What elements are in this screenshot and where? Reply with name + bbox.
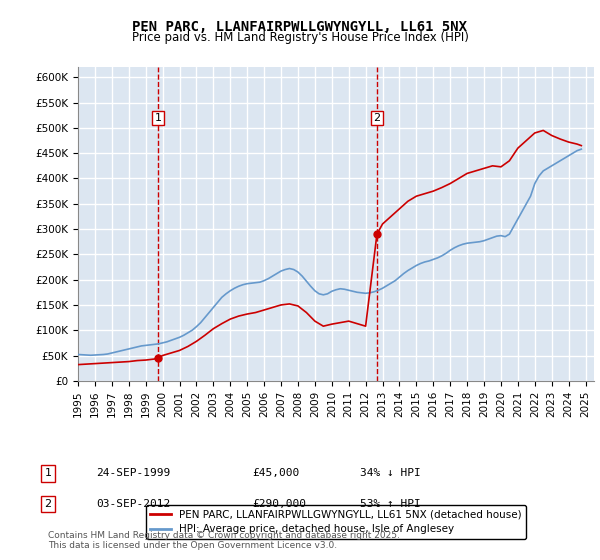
Text: 1: 1 xyxy=(155,113,161,123)
Text: 24-SEP-1999: 24-SEP-1999 xyxy=(96,468,170,478)
Text: Contains HM Land Registry data © Crown copyright and database right 2025.
This d: Contains HM Land Registry data © Crown c… xyxy=(48,530,400,550)
Text: 2: 2 xyxy=(373,113,380,123)
Text: £45,000: £45,000 xyxy=(252,468,299,478)
Legend: PEN PARC, LLANFAIRPWLLGWYNGYLL, LL61 5NX (detached house), HPI: Average price, d: PEN PARC, LLANFAIRPWLLGWYNGYLL, LL61 5NX… xyxy=(146,505,526,539)
Text: PEN PARC, LLANFAIRPWLLGWYNGYLL, LL61 5NX: PEN PARC, LLANFAIRPWLLGWYNGYLL, LL61 5NX xyxy=(133,20,467,34)
Text: 34% ↓ HPI: 34% ↓ HPI xyxy=(360,468,421,478)
Text: 53% ↑ HPI: 53% ↑ HPI xyxy=(360,499,421,509)
Text: 03-SEP-2012: 03-SEP-2012 xyxy=(96,499,170,509)
Text: 1: 1 xyxy=(44,468,52,478)
Text: Price paid vs. HM Land Registry's House Price Index (HPI): Price paid vs. HM Land Registry's House … xyxy=(131,31,469,44)
Text: £290,000: £290,000 xyxy=(252,499,306,509)
Text: 2: 2 xyxy=(44,499,52,509)
